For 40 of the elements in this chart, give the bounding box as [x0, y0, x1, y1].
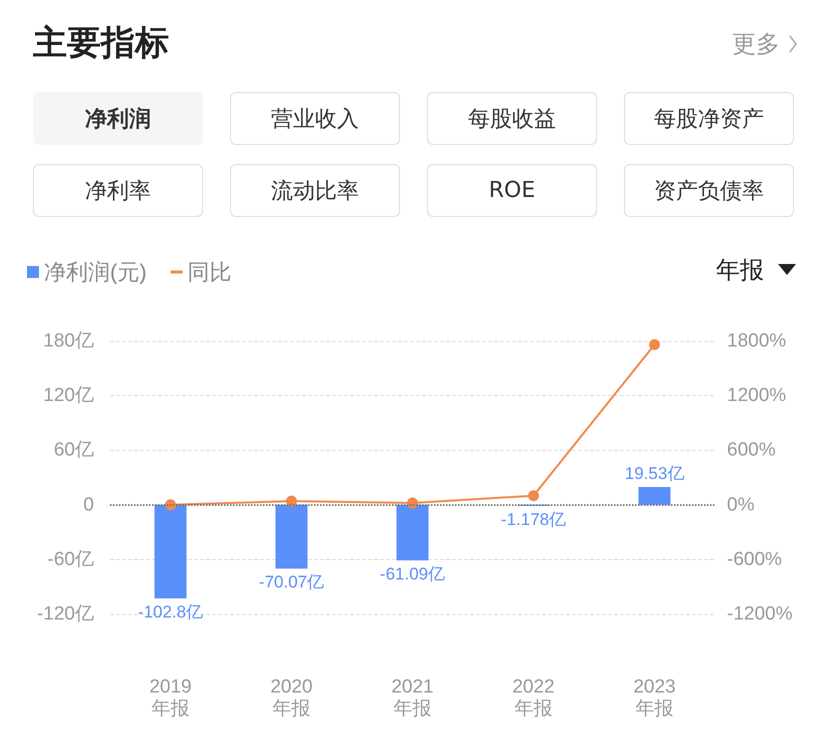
x-tick-label: 2022 年报 — [512, 676, 555, 720]
x-tick-label: 2019 年报 — [149, 676, 192, 720]
text: 流动比率 — [230, 164, 400, 217]
x-tick-label: 2020 年报 — [270, 676, 313, 720]
y2-tick-label: 1200% — [727, 385, 786, 406]
point — [528, 490, 539, 502]
y-tick-label: 120亿 — [43, 385, 94, 406]
y2-tick-label: 0% — [727, 494, 755, 516]
y-tick-label: 0 — [83, 494, 94, 516]
chart-title: 主要指标 — [33, 22, 169, 65]
y-tick-label: 180亿 — [43, 330, 94, 352]
y2-tick-label: 1800% — [727, 330, 786, 352]
y2-tick-label: -1200% — [727, 604, 793, 624]
data-label: 19.53亿 — [624, 464, 684, 484]
point — [286, 496, 297, 507]
text: 年报 — [716, 255, 764, 286]
data-label: -70.07亿 — [258, 572, 324, 592]
text: 资产负债率 — [624, 164, 794, 217]
legend-label: 净利润(元) — [44, 260, 147, 284]
text: 每股净资产 — [624, 92, 794, 145]
data-label: -61.09亿 — [380, 564, 446, 584]
legend-label: 同比 — [188, 260, 232, 284]
text: 净利润 — [33, 92, 203, 145]
text: 营业收入 — [230, 92, 400, 145]
point — [649, 339, 660, 350]
text: 每股收益 — [427, 92, 597, 145]
x-tick-label: 2021 年报 — [391, 676, 434, 720]
y-tick-label: -60亿 — [48, 548, 94, 570]
point — [165, 499, 176, 510]
y2-tick-label: 600% — [727, 440, 776, 461]
text: ROE — [427, 164, 597, 217]
y-tick-label: 60亿 — [54, 440, 94, 461]
y2-tick-label: -600% — [727, 548, 782, 570]
text: 净利率 — [33, 164, 203, 217]
point — [407, 497, 418, 508]
data-label: -102.8亿 — [138, 602, 204, 622]
text: 更多 — [732, 29, 780, 60]
data-label: -1.178亿 — [500, 510, 566, 529]
y-tick-label: -120亿 — [36, 604, 94, 624]
x-tick-label: 2023 年报 — [633, 676, 676, 720]
